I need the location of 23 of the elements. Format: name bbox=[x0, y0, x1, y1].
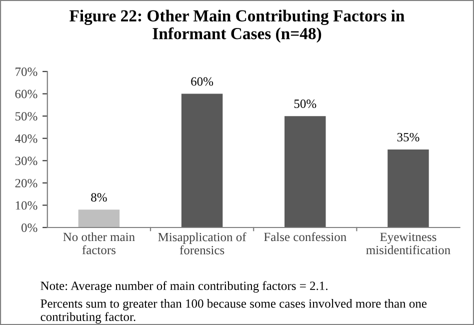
y-tick-label: 50% bbox=[15, 112, 38, 121]
y-tick-label: 30% bbox=[15, 156, 38, 166]
bar bbox=[388, 150, 429, 228]
x-tick-label: Eyewitness misidentification bbox=[366, 232, 450, 254]
y-tick-label: 60% bbox=[15, 90, 38, 98]
bar bbox=[284, 116, 326, 228]
text: Percents sum to greater than 100 because some cases involved more than one contributing factor. bbox=[40, 299, 427, 324]
data-label: 8% bbox=[91, 193, 107, 202]
y-tick-label: 70% bbox=[16, 68, 38, 76]
data-label: 60% bbox=[191, 77, 214, 86]
x-tick-label: No other main factors bbox=[63, 232, 135, 254]
bar bbox=[78, 210, 120, 228]
data-label: 50% bbox=[294, 100, 316, 108]
y-tick-label: 40% bbox=[15, 134, 38, 143]
chart-title: Figure 22: Other Main Contributing Factors in Informant Cases (n=48) bbox=[70, 10, 404, 43]
y-tick-label: 10% bbox=[16, 201, 38, 210]
text: Note: Average number of main contributing factors = 2.1. bbox=[40, 281, 328, 293]
y-tick-label: 0% bbox=[21, 224, 38, 232]
y-tick-label: 20% bbox=[15, 178, 38, 188]
x-tick-label: False confession bbox=[264, 232, 346, 242]
x-tick-label: Misapplication of forensics bbox=[158, 232, 246, 254]
data-label: 35% bbox=[397, 132, 420, 142]
bar bbox=[181, 94, 223, 228]
